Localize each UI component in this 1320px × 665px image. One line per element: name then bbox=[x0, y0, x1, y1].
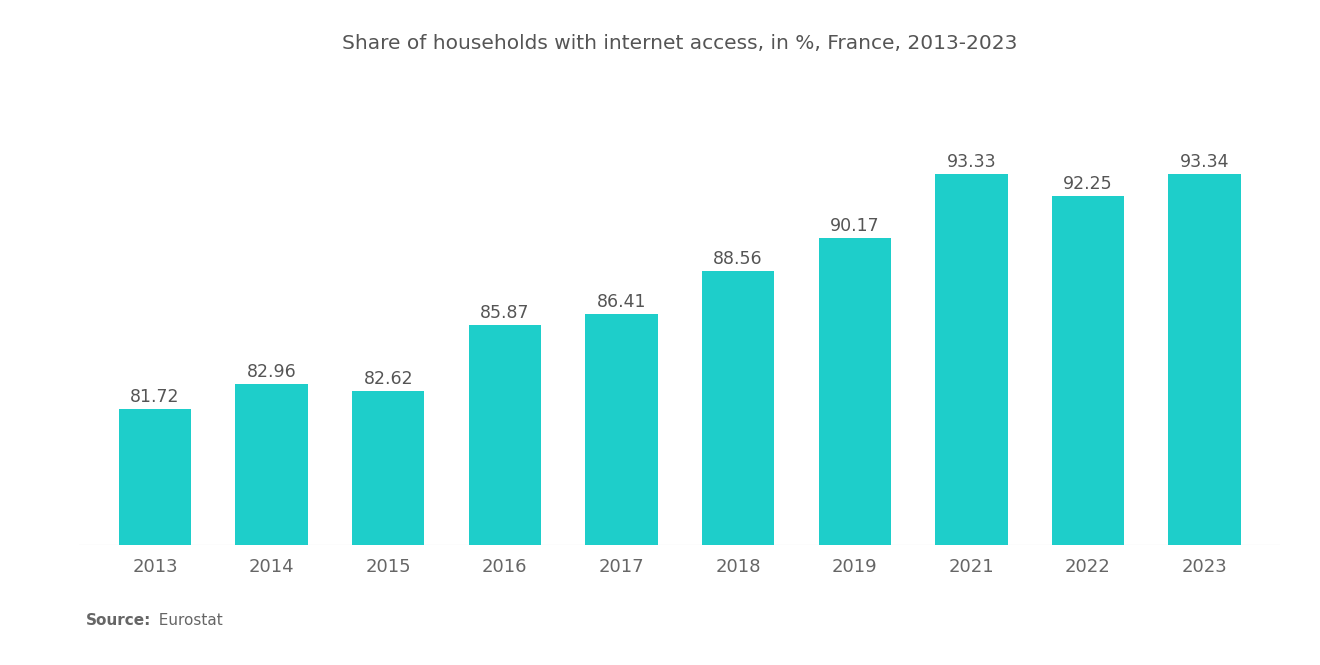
Text: 85.87: 85.87 bbox=[480, 305, 529, 323]
Bar bbox=[119, 409, 191, 665]
Text: 93.33: 93.33 bbox=[946, 153, 997, 172]
Bar bbox=[702, 271, 775, 665]
Text: 93.34: 93.34 bbox=[1180, 153, 1229, 171]
Text: 81.72: 81.72 bbox=[131, 388, 180, 406]
Bar bbox=[469, 325, 541, 665]
Text: Source:: Source: bbox=[86, 613, 152, 628]
Text: Eurostat: Eurostat bbox=[149, 613, 223, 628]
Bar bbox=[235, 384, 308, 665]
Text: 88.56: 88.56 bbox=[713, 250, 763, 268]
Bar bbox=[1052, 196, 1125, 665]
Text: 90.17: 90.17 bbox=[830, 217, 879, 235]
Bar bbox=[1168, 174, 1241, 665]
Text: 92.25: 92.25 bbox=[1063, 175, 1113, 193]
Bar bbox=[352, 391, 425, 665]
Bar bbox=[585, 315, 657, 665]
Bar bbox=[935, 174, 1007, 665]
Text: 82.96: 82.96 bbox=[247, 363, 297, 381]
Bar bbox=[818, 238, 891, 665]
Text: 86.41: 86.41 bbox=[597, 293, 647, 311]
Text: 82.62: 82.62 bbox=[363, 370, 413, 388]
Title: Share of households with internet access, in %, France, 2013-2023: Share of households with internet access… bbox=[342, 34, 1018, 53]
